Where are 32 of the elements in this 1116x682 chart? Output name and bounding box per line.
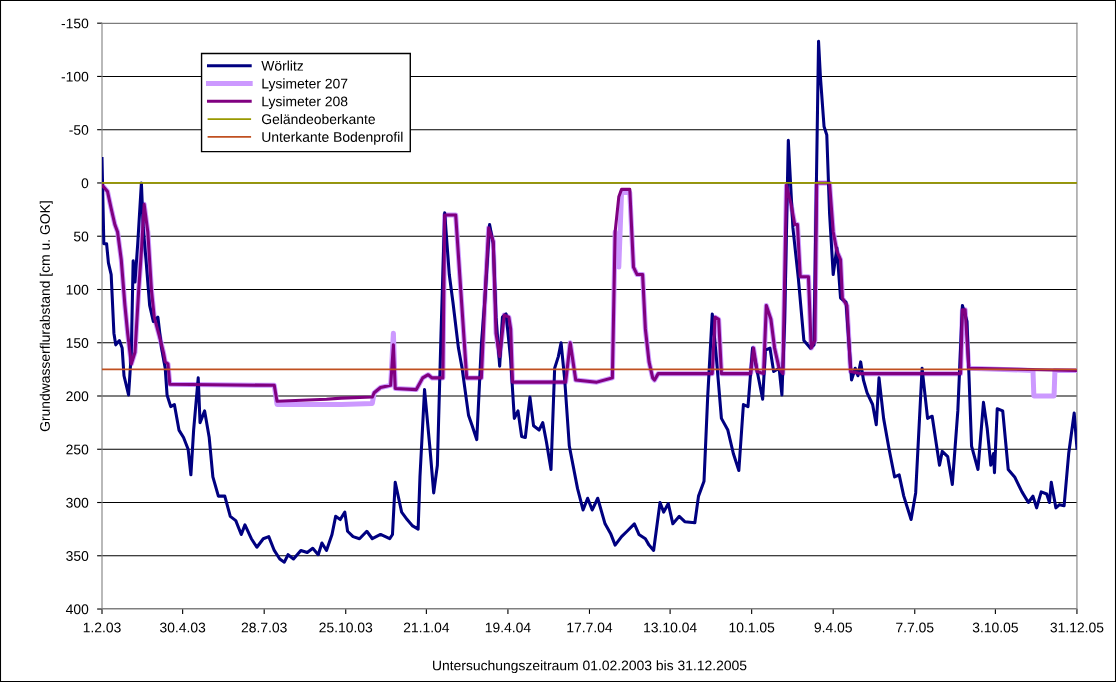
legend-label: Lysimeter 207 <box>262 78 348 92</box>
y-tick-label: 400 <box>65 604 89 615</box>
legend-label: Lysimeter 208 <box>262 96 348 110</box>
x-tick-label: 1.2.03 <box>83 622 121 633</box>
x-tick-label: 21.1.04 <box>403 622 450 633</box>
x-tick-label: 25.10.03 <box>319 622 373 633</box>
y-tick-label: -100 <box>61 71 89 82</box>
y-tick-label: 300 <box>66 497 89 508</box>
y-axis-title: Grundwasserflurabstand [cm u. GOK] <box>39 201 53 432</box>
y-tick-label: 350 <box>66 551 89 561</box>
legend-label: Unterkante Bodenprofil <box>262 131 403 145</box>
x-tick-label: 30.4.03 <box>160 622 206 633</box>
x-tick-label: 10.1.05 <box>729 622 775 633</box>
y-tick-label: 50 <box>73 231 89 242</box>
x-tick-label: 17.7.04 <box>567 622 613 633</box>
y-tick-label: 0 <box>81 178 89 189</box>
y-tick-label: 200 <box>66 391 89 402</box>
x-tick-label: 7.7.05 <box>896 622 934 633</box>
legend-label: Wörlitz <box>261 60 304 71</box>
y-tick-label: 250 <box>66 444 89 455</box>
y-tick-label: 100 <box>66 284 89 295</box>
x-tick-label: 19.4.04 <box>485 622 531 633</box>
y-tick-label: 150 <box>66 338 89 348</box>
y-tick-label: -150 <box>61 18 89 29</box>
x-tick-label: 9.4.05 <box>814 622 852 633</box>
legend-label: Geländeoberkante <box>261 113 375 125</box>
y-tick-label: -50 <box>69 125 89 135</box>
x-tick-label: 13.10.04 <box>644 622 697 633</box>
x-axis-title: Untersuchungszeitraum 01.02.2003 bis 31.12.2005 <box>433 660 747 674</box>
x-tick-label: 31.12.05 <box>1050 622 1104 633</box>
x-tick-label: 28.7.03 <box>241 622 287 633</box>
x-tick-label: 3.10.05 <box>972 622 1018 633</box>
